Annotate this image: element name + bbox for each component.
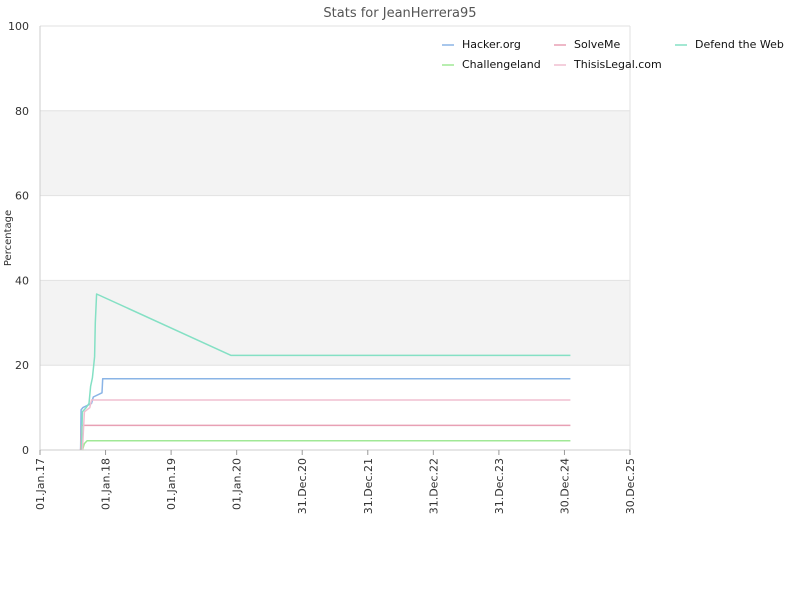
- y-tick-label: 20: [15, 359, 29, 372]
- y-tick-label: 0: [22, 444, 29, 457]
- series-line-hacker-org: [79, 378, 571, 451]
- y-tick-label: 80: [15, 105, 29, 118]
- y-tick-label: 40: [15, 274, 29, 287]
- series-line-thisislegal-com: [81, 399, 571, 451]
- plot-band-2: [40, 110, 630, 196]
- legend-label-thisislegal-com: ThisisLegal.com: [573, 58, 662, 71]
- plot-band-1: [40, 280, 630, 366]
- y-tick-label: 60: [15, 190, 29, 203]
- x-axis-ticks: 01.Jan.17 01.Jan.18 01.Jan.19 01.Jan.20 31.D…: [34, 450, 637, 514]
- x-tick-label: 31.Dec.23: [493, 458, 506, 514]
- chart-axes: [39, 26, 631, 451]
- legend-label-challengeland: Challengeland: [462, 58, 541, 71]
- chart-series: [79, 293, 571, 451]
- x-tick-label: 30.Dec.24: [558, 458, 571, 514]
- series-line-defend-the-web: [80, 293, 571, 451]
- series-line-challengeland: [81, 439, 571, 451]
- x-tick-label: 31.Dec.22: [427, 458, 440, 514]
- series-line-solveme: [79, 424, 571, 451]
- legend-label-defend-the-web: Defend the Web: [695, 38, 784, 51]
- y-axis-ticks: 0 20 40 60 80 100: [8, 20, 29, 457]
- chart-legend: Hacker.org Challengeland SolveMe ThisisLega…: [442, 38, 784, 71]
- x-tick-label: 31.Dec.21: [362, 458, 375, 514]
- legend-label-hacker-org: Hacker.org: [462, 38, 521, 51]
- x-tick-label: 30.Dec.25: [624, 458, 637, 514]
- x-tick-label: 01.Jan.20: [231, 458, 244, 510]
- x-tick-label: 31.Dec.20: [296, 458, 309, 514]
- chart-bands: [40, 110, 630, 366]
- y-tick-label: 100: [8, 20, 29, 33]
- legend-label-solveme: SolveMe: [574, 38, 621, 51]
- x-tick-label: 01.Jan.18: [100, 458, 113, 510]
- x-tick-label: 01.Jan.17: [34, 458, 47, 510]
- chart-gridlines: [40, 25, 630, 451]
- y-axis-label: Percentage: [3, 210, 14, 266]
- chart-title: Stats for JeanHerrera95: [323, 6, 476, 21]
- x-tick-label: 01.Jan.19: [165, 458, 178, 510]
